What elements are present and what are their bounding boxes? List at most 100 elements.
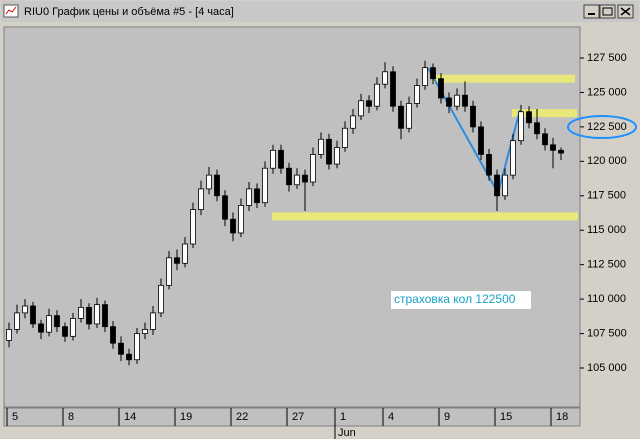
candle-body [86, 306, 92, 325]
candle-body [342, 127, 348, 148]
candle-body [430, 67, 436, 80]
candle-body [286, 167, 292, 186]
x-tick-label: 9 [444, 411, 450, 423]
candle-body [62, 326, 68, 337]
window-icon-graph [5, 6, 17, 15]
candle-body [302, 174, 308, 183]
candle-body [390, 71, 396, 107]
candle-body [206, 174, 212, 190]
candle-body [278, 149, 284, 169]
candle-body [22, 305, 28, 314]
candle-body [534, 122, 540, 135]
candle-body [374, 83, 380, 107]
close-icon [620, 7, 631, 16]
candle-body [190, 209, 196, 245]
candle-body [238, 205, 244, 234]
candle-body [358, 100, 364, 117]
candle-body [406, 103, 412, 129]
y-tick-label: 125 000 [587, 86, 627, 98]
x-axis-area [3, 407, 581, 427]
candle-body [46, 315, 52, 333]
levels [272, 74, 578, 221]
candle-body [462, 94, 468, 107]
annotation: страховка кол 122500 [394, 292, 516, 306]
candle-body [158, 284, 164, 314]
x-tick-label: 19 [180, 411, 192, 423]
candle-body [422, 67, 428, 86]
candle-body [54, 315, 60, 328]
x-tick-label: 27 [292, 411, 304, 423]
candle-body [174, 257, 180, 264]
candle-body [414, 85, 420, 104]
candle-body [118, 342, 124, 355]
month-label: Jun [338, 427, 356, 439]
level-band [272, 212, 578, 221]
y-tick-label: 122 500 [587, 121, 627, 133]
x-tick-label: 1 [340, 411, 346, 423]
candle-body [150, 312, 156, 330]
candle-body [478, 126, 484, 155]
candle-body [454, 94, 460, 107]
minimize-button[interactable] [583, 4, 600, 19]
candle-body [502, 174, 508, 197]
annotation-box [391, 291, 531, 309]
candle-body [542, 133, 548, 146]
candle-body [518, 111, 524, 142]
candle-body [550, 144, 556, 151]
candle-body [270, 149, 276, 169]
candle-body [182, 243, 188, 264]
candle-body [198, 188, 204, 210]
candle-body [526, 111, 532, 124]
candles [6, 60, 564, 366]
x-tick-label: 4 [388, 411, 394, 423]
candle-body [486, 154, 492, 176]
candle-body [30, 305, 36, 325]
level-band [512, 109, 577, 118]
candle-body [558, 149, 564, 154]
candle-body [70, 318, 76, 337]
candle-body [246, 188, 252, 206]
maximize-icon [602, 7, 613, 16]
candle-body [14, 312, 20, 330]
x-tick-label: 22 [236, 411, 248, 423]
candle-body [310, 154, 316, 183]
candle-body [94, 304, 100, 325]
window-buttons [583, 4, 634, 19]
y-tick-label: 115 000 [587, 224, 626, 236]
candle-body [230, 218, 236, 234]
candle-body [102, 304, 108, 328]
x-tick-label: 15 [500, 411, 512, 423]
maximize-button[interactable] [599, 4, 616, 19]
y-tick-label: 120 000 [587, 155, 627, 167]
candle-body [318, 138, 324, 155]
candle-body [494, 174, 500, 197]
candle-body [214, 174, 220, 197]
candle-body [470, 105, 476, 128]
candle-body [350, 115, 356, 129]
candle-body [78, 306, 84, 319]
x-tick-label: 5 [12, 411, 18, 423]
x-tick-label: 18 [556, 411, 568, 423]
candle-body [222, 195, 228, 220]
candle-body [294, 174, 300, 186]
x-tick-label: 14 [124, 411, 136, 423]
candle-body [6, 329, 12, 341]
highlight-ellipse [567, 115, 637, 139]
y-tick-label: 112 500 [587, 259, 626, 271]
y-tick-label: 127 500 [587, 52, 627, 64]
window-title: RIU0 График цены и объёма #5 - [4 часа] [24, 6, 234, 18]
level-band [432, 74, 575, 83]
candle-body [254, 188, 260, 204]
candle-body [262, 167, 268, 204]
candle-body [134, 333, 140, 361]
candle-body [382, 71, 388, 85]
candle-body [398, 105, 404, 129]
candle-body [438, 78, 444, 99]
y-tick-label: 117 500 [587, 190, 626, 202]
y-tick-label: 105 000 [587, 362, 627, 374]
candle-body [142, 329, 148, 334]
candle-body [126, 353, 132, 361]
candle-body [510, 140, 516, 176]
